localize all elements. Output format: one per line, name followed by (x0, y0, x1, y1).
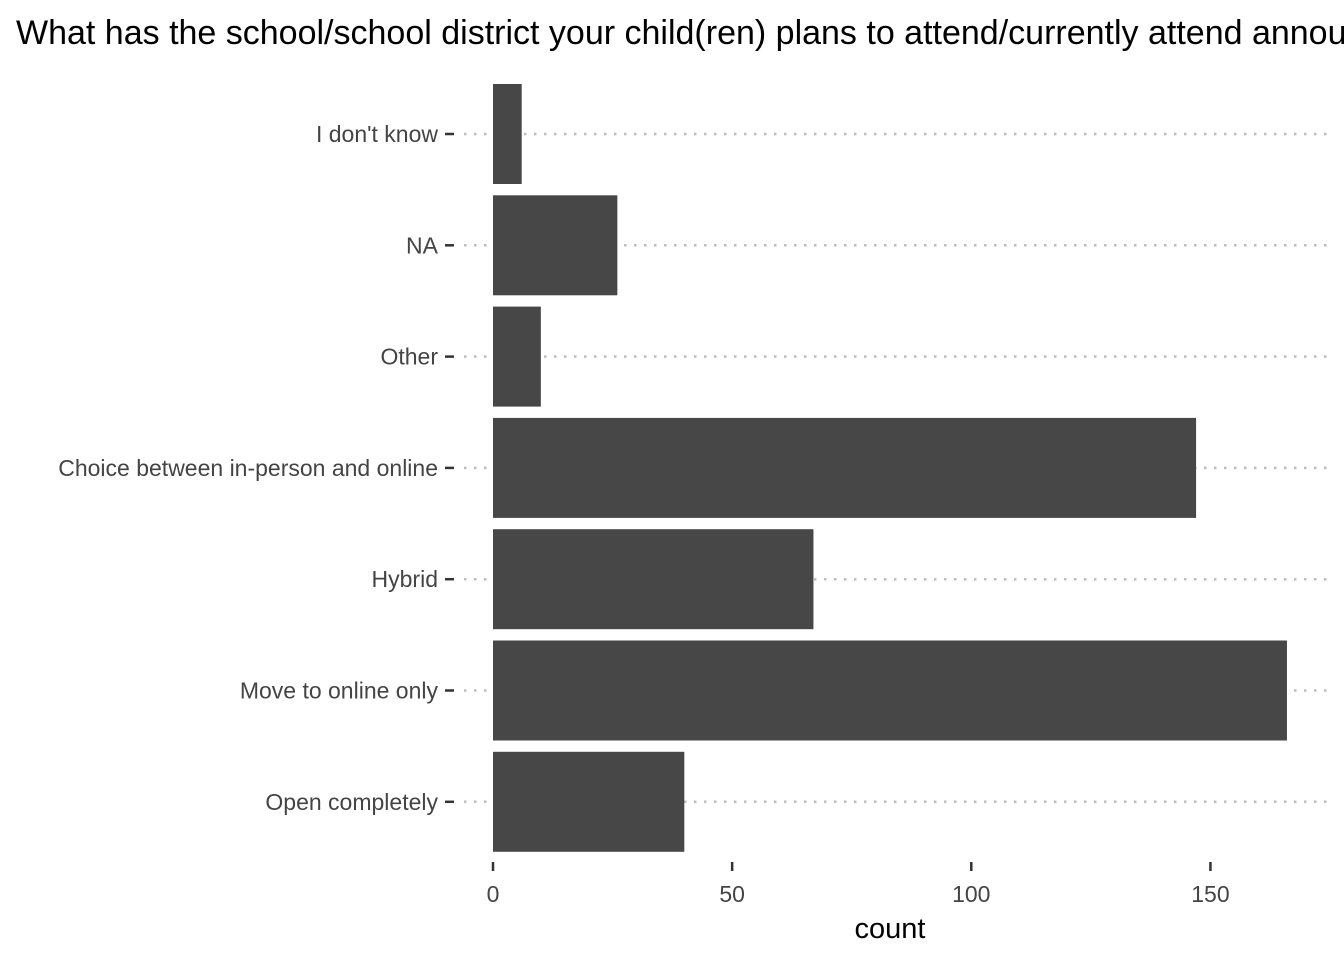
bar (493, 195, 618, 296)
bar (493, 529, 814, 630)
y-tick-label: Other (380, 344, 438, 370)
bar (493, 751, 685, 852)
y-tick-label: I don't know (316, 121, 438, 147)
x-axis-title: count (855, 913, 926, 945)
bar (493, 84, 522, 184)
chart-title: What has the school/school district your… (16, 14, 1344, 52)
x-tick-label: 50 (719, 881, 745, 907)
bar (493, 640, 1287, 741)
y-axis-labels: I don't know NA Other Choice between in-per… (58, 121, 454, 815)
y-tick-label: NA (406, 232, 439, 258)
x-tick-label: 150 (1191, 881, 1229, 907)
y-tick-label: Hybrid (372, 566, 438, 592)
x-axis-ticks: 0 50 100 150 (487, 862, 1230, 907)
x-tick-label: 100 (952, 881, 990, 907)
y-tick-label: Choice between in-person and online (58, 455, 438, 481)
bar (493, 417, 1197, 518)
x-tick-label: 0 (487, 881, 500, 907)
bars (493, 84, 1287, 852)
bar (493, 306, 541, 407)
y-tick-label: Open completely (265, 789, 438, 815)
y-tick-label: Move to online only (240, 678, 439, 704)
